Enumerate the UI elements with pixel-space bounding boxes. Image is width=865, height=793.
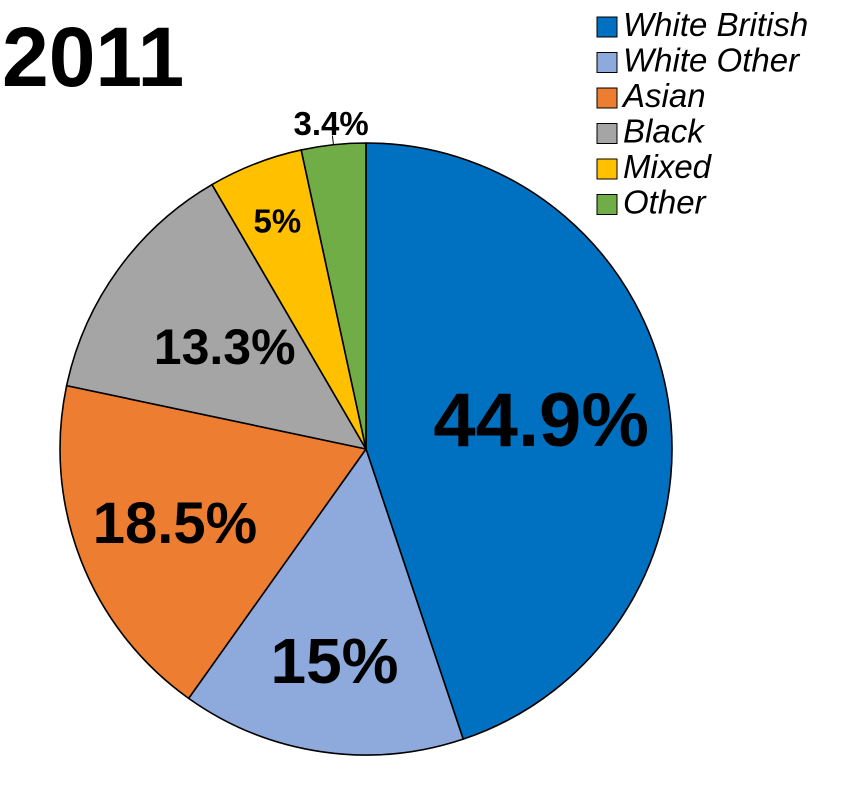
data-label-asian: 18.5% bbox=[93, 491, 257, 556]
data-label-black: 13.3% bbox=[154, 319, 296, 375]
legend-label-asian: Asian bbox=[621, 77, 706, 114]
data-label-white-other: 15% bbox=[270, 625, 398, 697]
legend-label-other: Other bbox=[623, 184, 708, 221]
slice-white-british bbox=[365, 142, 673, 740]
leader-line-other bbox=[331, 135, 334, 145]
legend-swatch-white-british bbox=[596, 16, 618, 38]
legend-swatch-mixed bbox=[596, 158, 618, 180]
legend-label-white-other: White Other bbox=[623, 42, 801, 79]
legend-swatch-asian bbox=[596, 87, 618, 109]
legend-swatch-white-other bbox=[596, 52, 618, 73]
slice-labels: 44.9% 15% 18.5% 13.3% 5% 3.4% bbox=[93, 105, 649, 697]
data-label-other: 3.4% bbox=[294, 105, 369, 142]
slice-black bbox=[65, 183, 367, 450]
data-label-mixed: 5% bbox=[254, 202, 302, 239]
slice-white-other bbox=[187, 448, 464, 756]
legend-swatch-black bbox=[596, 123, 618, 144]
data-label-white-british: 44.9% bbox=[433, 378, 649, 463]
slice-asian bbox=[59, 384, 367, 700]
legend-label-white-british: White British bbox=[623, 6, 808, 43]
legend-label-black: Black bbox=[623, 113, 705, 150]
pie-slices bbox=[59, 142, 673, 756]
slice-other bbox=[300, 142, 367, 450]
legend-label-mixed: Mixed bbox=[623, 148, 713, 185]
chart-title: 2011 bbox=[2, 10, 184, 104]
legend-swatch-other bbox=[596, 194, 618, 215]
